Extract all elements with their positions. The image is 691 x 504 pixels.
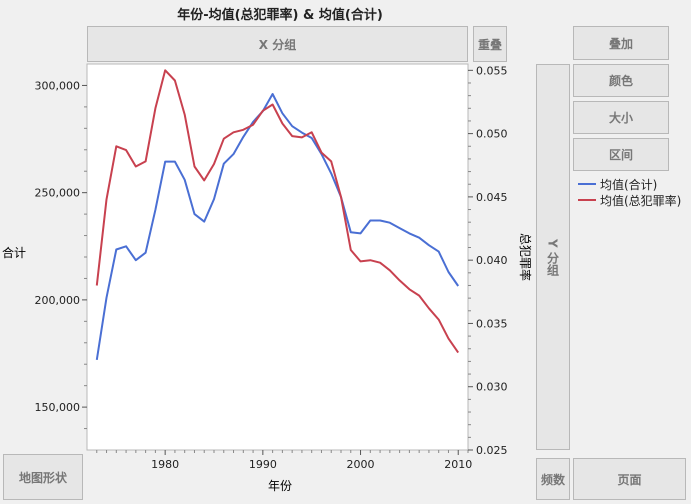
- y-right-tick-label: 0.050: [476, 128, 508, 141]
- x-tick-label: 1990: [249, 458, 277, 471]
- series-line-total: [95, 93, 460, 361]
- legend: 均值(合计) 均值(总犯罪率): [578, 176, 681, 208]
- x-tick-label: 2010: [444, 458, 472, 471]
- wrap-zone[interactable]: 叠加: [573, 26, 669, 60]
- y-left-tick-label: 200,000: [35, 294, 81, 307]
- freq-zone[interactable]: 频数: [536, 458, 570, 500]
- series-line-crime-rate: [95, 69, 460, 354]
- y-group-label: Y 分组: [545, 238, 560, 276]
- y-right-axis-label: 总犯罪率: [518, 233, 533, 281]
- overlay-zone[interactable]: 重叠: [473, 26, 507, 62]
- y-left-axis-label: 合计: [2, 245, 26, 260]
- x-axis-label: 年份: [268, 479, 292, 493]
- y-right-tick-label: 0.025: [476, 444, 508, 457]
- x-group-zone[interactable]: X 分组: [87, 26, 468, 62]
- legend-swatch-blue: [578, 183, 596, 185]
- y-left-tick-label: 250,000: [35, 187, 81, 200]
- legend-item-crime-rate[interactable]: 均值(总犯罪率): [578, 192, 681, 208]
- plot-area: [86, 63, 469, 451]
- x-tick-label: 2000: [347, 458, 375, 471]
- chart-title: 年份-均值(总犯罪率) & 均值(合计): [177, 8, 383, 23]
- y-group-zone[interactable]: Y 分组: [536, 64, 570, 450]
- y-right-tick-label: 0.035: [476, 317, 508, 330]
- page-zone[interactable]: 页面: [573, 458, 686, 500]
- interval-zone[interactable]: 区间: [573, 138, 669, 171]
- x-tick-label: 1980: [151, 458, 179, 471]
- legend-swatch-red: [578, 199, 596, 201]
- color-zone[interactable]: 颜色: [573, 64, 669, 97]
- y-right-tick-label: 0.040: [476, 254, 508, 267]
- map-shape-zone[interactable]: 地图形状: [3, 454, 83, 500]
- y-left-tick-label: 150,000: [35, 401, 81, 414]
- y-left-tick-label: 300,000: [35, 79, 81, 92]
- y-right-tick-label: 0.045: [476, 191, 508, 204]
- legend-label-total: 均值(合计): [600, 177, 658, 192]
- legend-label-crime-rate: 均值(总犯罪率): [600, 193, 682, 208]
- legend-item-total[interactable]: 均值(合计): [578, 176, 681, 192]
- y-right-tick-label: 0.055: [476, 64, 508, 77]
- size-zone[interactable]: 大小: [573, 101, 669, 134]
- y-right-tick-label: 0.030: [476, 381, 508, 394]
